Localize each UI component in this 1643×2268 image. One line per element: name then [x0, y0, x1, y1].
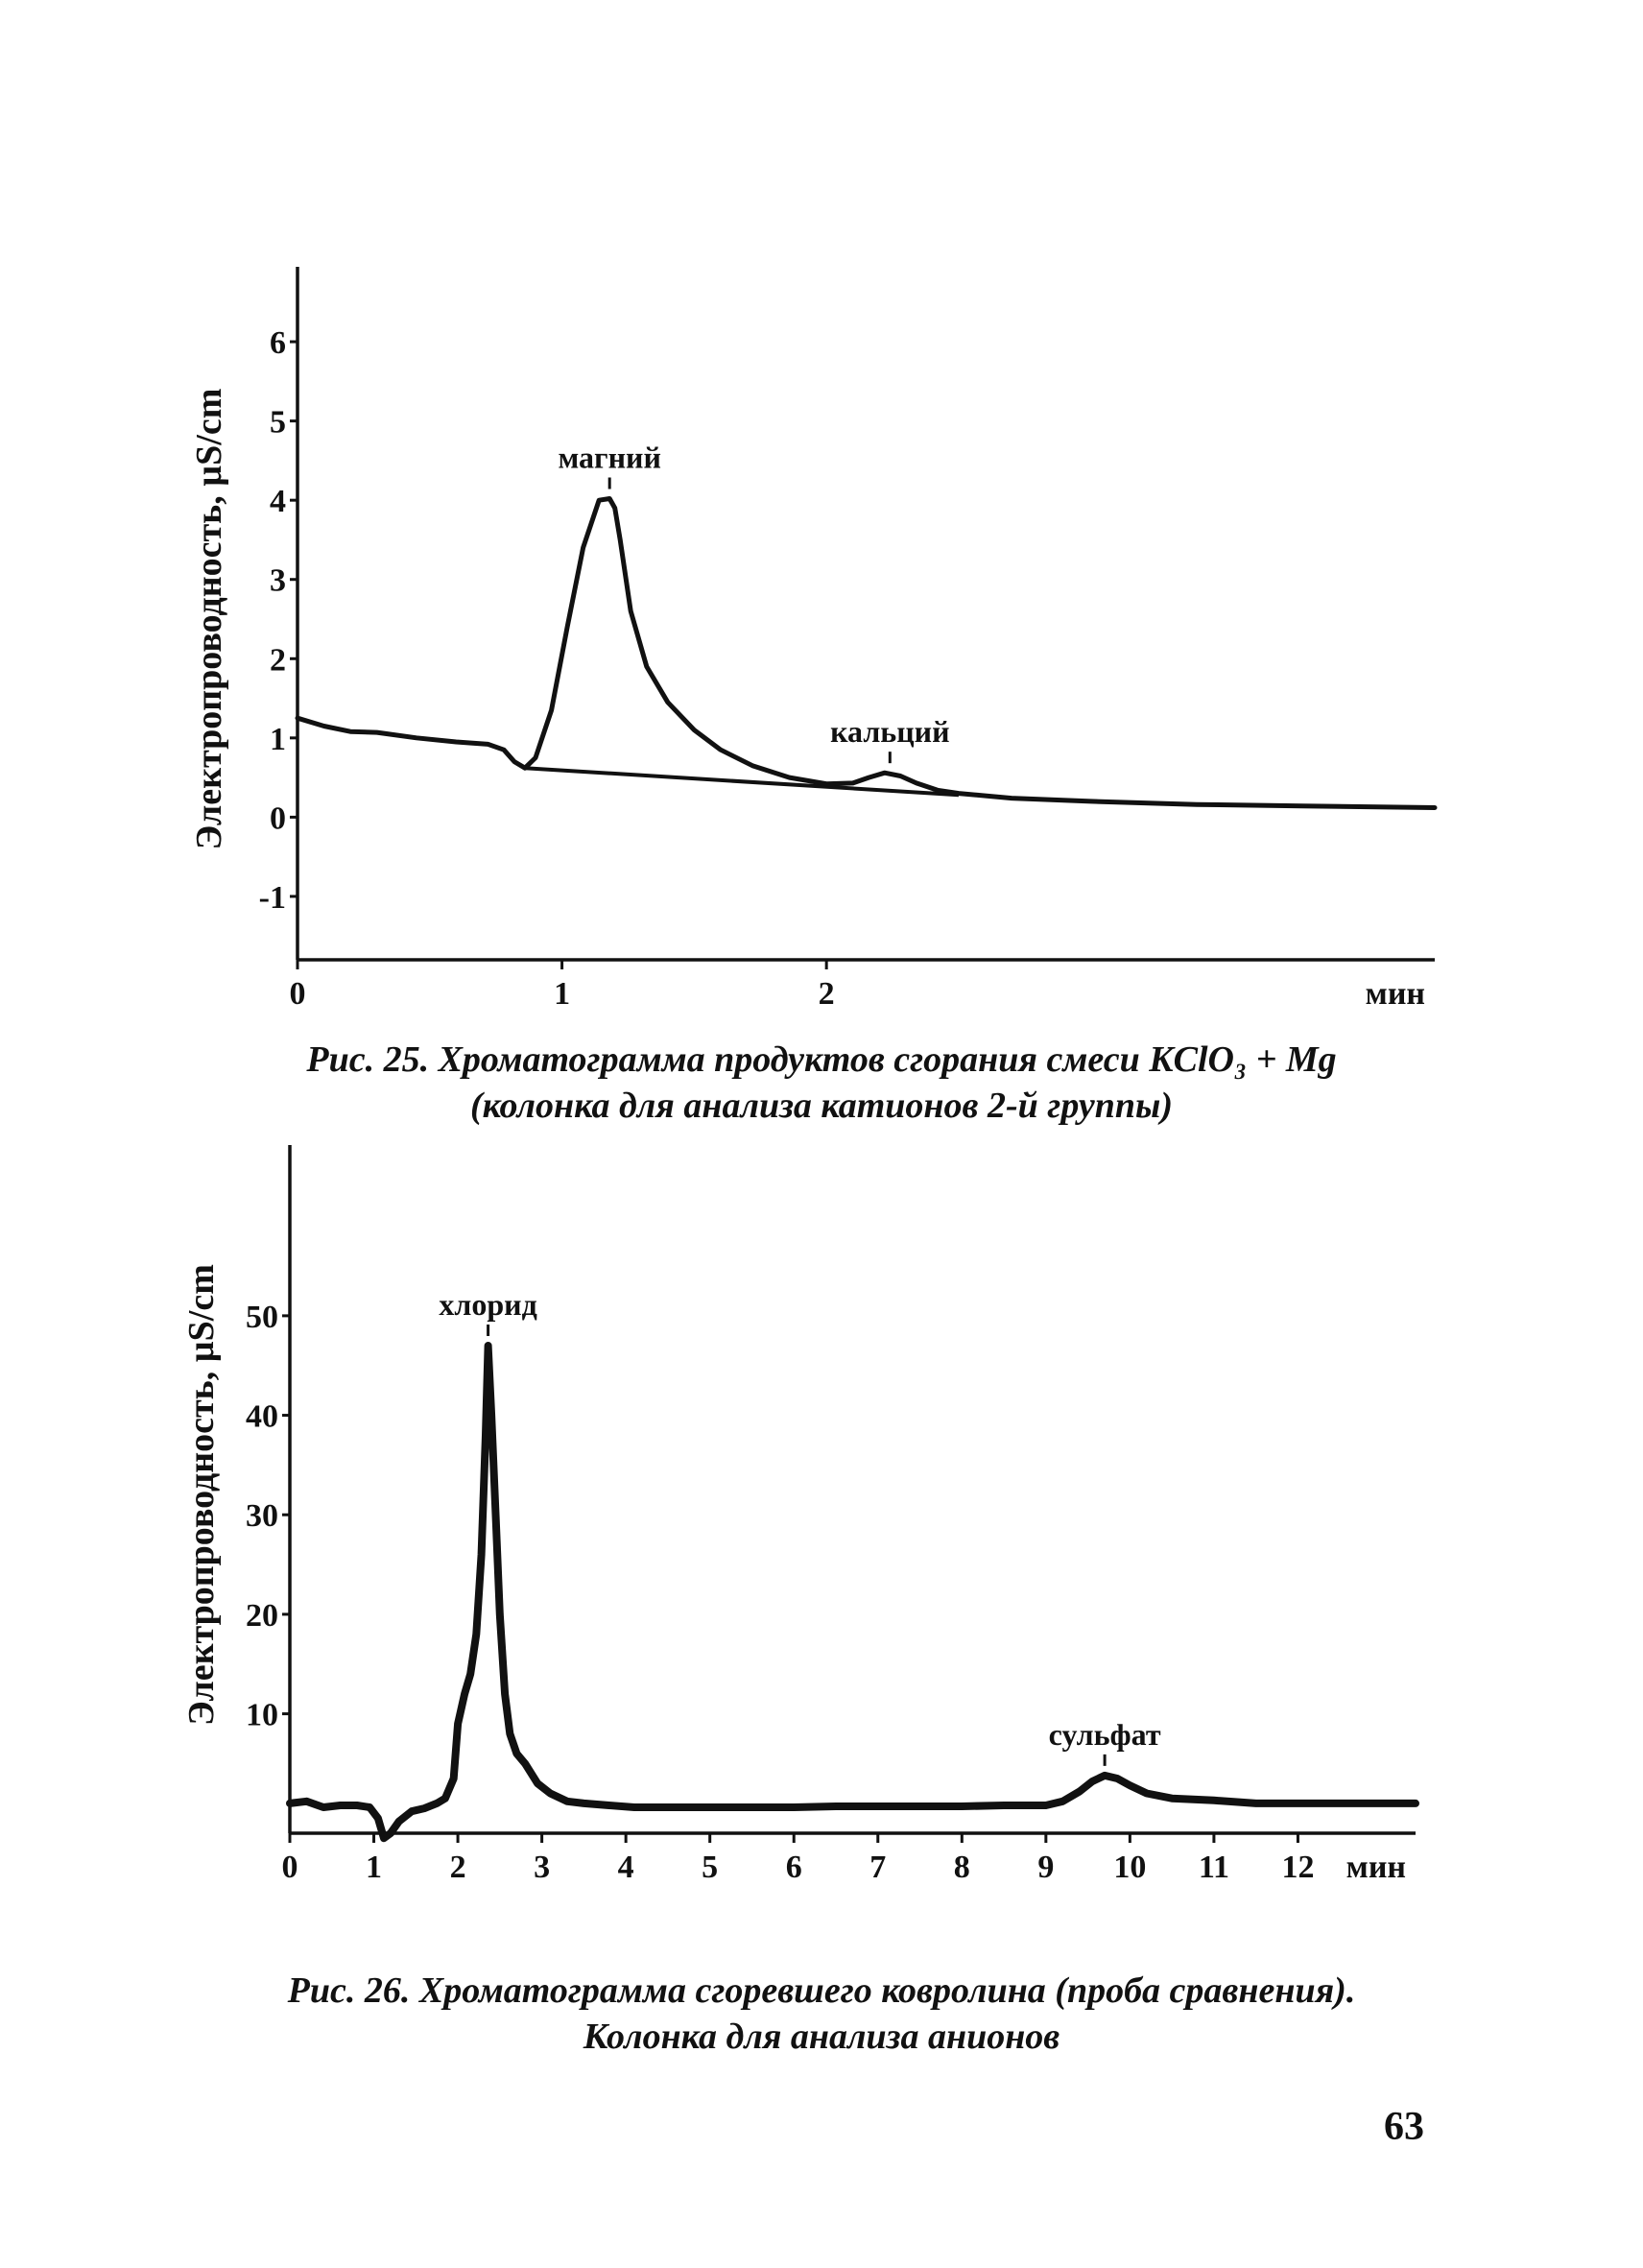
integration-baseline [524, 766, 960, 798]
y-tick-label: 10 [246, 1698, 278, 1733]
x-tick-label: 1 [554, 976, 570, 1012]
series-line [286, 1342, 1419, 1843]
y-tick-label: 50 [246, 1300, 278, 1335]
y-tick-label: 20 [246, 1598, 278, 1634]
x-tick-label: 7 [869, 1850, 886, 1885]
x-tick-label: 0 [290, 976, 306, 1012]
peak-label: кальций [830, 714, 949, 749]
x-unit-label: мин [1346, 1850, 1406, 1885]
x-tick-label: 2 [450, 1850, 466, 1885]
x-tick-label: 11 [1199, 1850, 1229, 1885]
x-tick-label: 9 [1037, 1850, 1054, 1885]
y-axis-label: Электропроводность, µS/cm [181, 1264, 222, 1726]
x-tick-label: 0 [282, 1850, 298, 1885]
y-tick-label: 5 [270, 405, 286, 441]
x-unit-label: мин [1366, 976, 1425, 1012]
caption-fig25-line1: Рис. 25. Хроматограмма продуктов сгорани… [306, 1039, 1337, 1080]
peak-label: хлорид [439, 1287, 536, 1322]
y-tick-label: 40 [246, 1399, 278, 1435]
x-tick-label: 10 [1113, 1850, 1146, 1885]
series-line [295, 496, 1438, 810]
x-tick-label: 4 [618, 1850, 634, 1885]
y-tick-label: -1 [259, 880, 286, 916]
y-tick-label: 3 [270, 563, 286, 599]
caption-fig26-line1: Рис. 26. Хроматограмма сгоревшего коврол… [287, 1970, 1356, 2011]
peak-label: сульфат [1049, 1717, 1161, 1752]
y-tick-label: 2 [270, 642, 286, 678]
caption-fig26-line2: Колонка для анализа анионов [583, 2017, 1060, 2057]
x-tick-label: 8 [954, 1850, 970, 1885]
x-tick-label: 1 [366, 1850, 382, 1885]
y-axis-label: Электропроводность, µS/cm [189, 389, 229, 850]
caption-fig25-line2: (колонка для анализа катионов 2-й группы… [470, 1086, 1173, 1126]
page-number: 63 [1384, 2105, 1424, 2149]
y-tick-label: 6 [270, 325, 286, 361]
x-tick-label: 2 [819, 976, 835, 1012]
y-tick-label: 0 [270, 800, 286, 836]
x-tick-label: 5 [702, 1850, 718, 1885]
x-tick-label: 12 [1281, 1850, 1314, 1885]
x-tick-label: 6 [786, 1850, 802, 1885]
y-tick-label: 30 [246, 1498, 278, 1534]
peak-label: магний [558, 441, 660, 475]
y-tick-label: 1 [270, 722, 286, 757]
x-tick-label: 3 [534, 1850, 550, 1885]
y-tick-label: 4 [270, 484, 286, 519]
chart-fig25: -1 0 1 2 3 4 5 6 0 1 2 мин Электропроводность, µS/cm… [189, 267, 1438, 1012]
